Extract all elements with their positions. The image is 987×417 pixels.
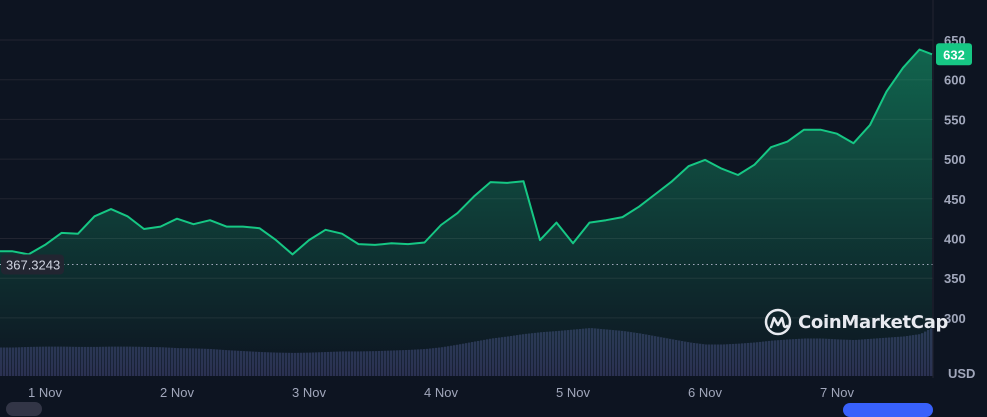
range-selector-handle[interactable] [6,402,42,416]
currency-unit-label: USD [948,366,975,381]
coinmarketcap-logo-icon [764,308,792,336]
reference-price-label: 367.3243 [1,254,64,275]
y-tick-label: 300 [944,311,966,326]
y-tick-label: 350 [944,271,966,286]
x-tick-label: 5 Nov [556,385,590,400]
x-tick-label: 4 Nov [424,385,458,400]
y-tick-label: 450 [944,192,966,207]
y-tick-label: 400 [944,232,966,247]
x-tick-label: 7 Nov [820,385,854,400]
current-price-badge: 632 [936,43,972,66]
y-tick-label: 600 [944,73,966,88]
x-tick-label: 2 Nov [160,385,194,400]
y-tick-label: 500 [944,152,966,167]
x-tick-label: 1 Nov [28,385,62,400]
range-selector-active[interactable] [843,403,933,417]
x-tick-label: 6 Nov [688,385,722,400]
coinmarketcap-watermark: CoinMarketCap [764,308,948,336]
price-area-fill [0,49,932,376]
price-line [0,48,933,256]
x-tick-label: 3 Nov [292,385,326,400]
y-tick-label: 550 [944,112,966,127]
reference-price-text: 367.3243 [6,257,60,272]
current-price-text: 632 [943,47,965,62]
watermark-text: CoinMarketCap [798,311,949,333]
